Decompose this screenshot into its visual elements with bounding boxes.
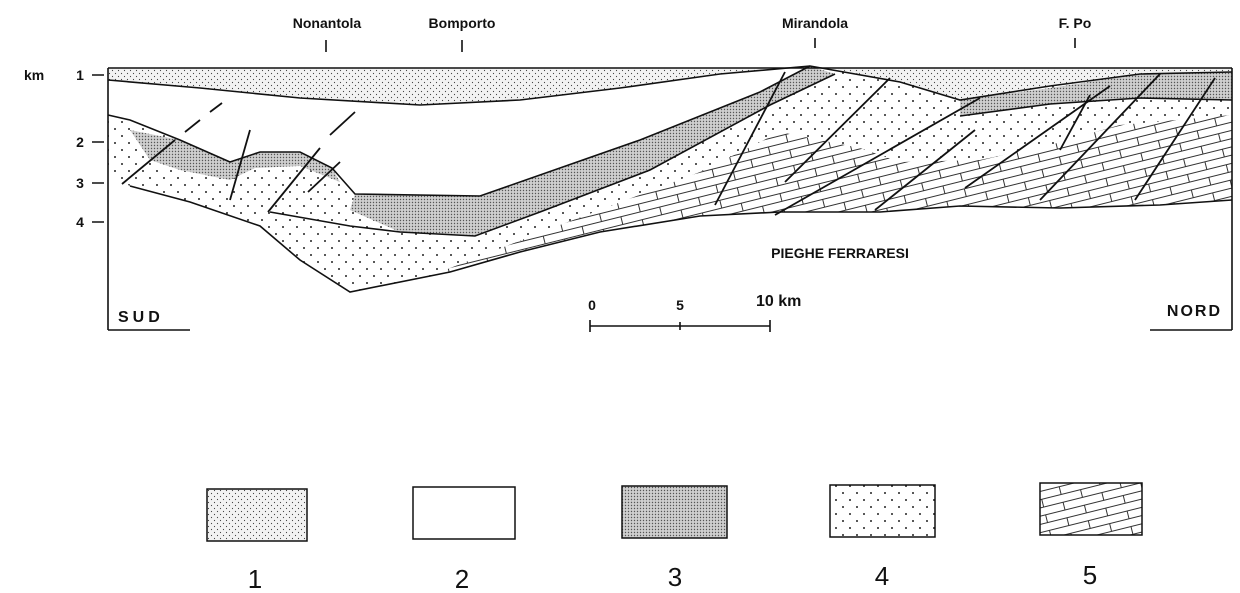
depth-unit: km [24,67,44,83]
direction-label: SUD [118,309,164,326]
direction-label: NORD [1167,303,1222,320]
legend-label: 4 [875,561,889,591]
scale-label: 5 [676,297,684,313]
legend-label: 3 [668,562,682,592]
depth-label: 3 [76,175,84,191]
legend-swatch [1040,483,1142,535]
location-label: Mirandola [782,15,848,31]
legend-swatch [830,485,935,537]
depth-axis: km 1 2 3 4 [24,67,104,230]
cross-section: Nonantola Bomporto Mirandola F. Po km 1 … [0,0,1240,593]
section-layers [108,66,1232,292]
location-ticks [326,38,1075,52]
scale-label: 0 [588,297,596,313]
legend-label: 5 [1083,560,1097,590]
depth-label: 4 [76,214,84,230]
scale-label: 10 km [756,293,801,310]
scale-bar: 0 5 10 km [588,293,801,332]
legend-swatch [413,487,515,539]
legend-swatch [207,489,307,541]
location-label: Nonantola [293,15,362,31]
location-label: Bomporto [429,15,496,31]
depth-label: 1 [76,67,84,83]
legend-swatch [622,486,727,538]
legend-label: 2 [455,564,469,593]
legend-label: 1 [248,564,262,593]
scale-line [590,320,770,332]
depth-label: 2 [76,134,84,150]
locations: Nonantola Bomporto Mirandola F. Po [293,15,1092,52]
depth-ticks [92,75,104,222]
location-label: F. Po [1059,15,1092,31]
legend: 1 2 3 4 5 [207,483,1142,593]
structure-label: PIEGHE FERRARESI [771,245,909,261]
